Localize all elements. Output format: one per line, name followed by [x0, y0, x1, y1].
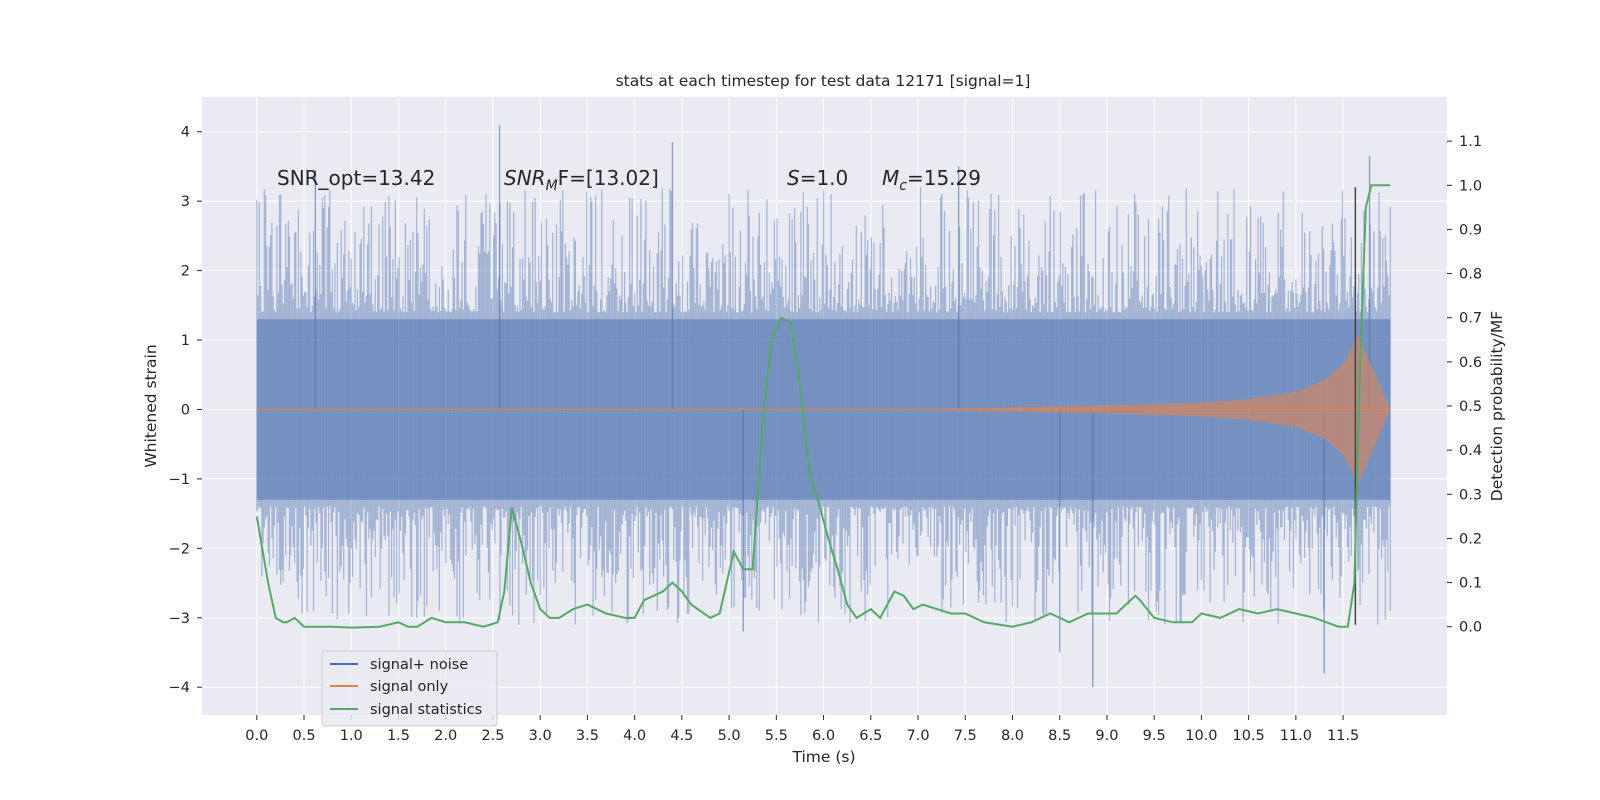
y-right-tick-label: 0.0: [1459, 620, 1482, 636]
legend: signal+ noise signal only signal statist…: [321, 650, 498, 727]
y-left-axis-label: Whitened strain: [142, 344, 160, 467]
x-tick-label: 6.0: [812, 728, 835, 744]
y-left-tick-label: 1: [181, 333, 190, 349]
y-right-axis-ticks: 1.1 1.0 0.9 0.8 0.7 0.6 0.5 0.4 0.3 0.2 0.1 0.0: [1447, 134, 1482, 636]
y-right-axis-label: Detection probability/MF: [1488, 311, 1506, 502]
y-left-tick-label: −2: [169, 541, 190, 557]
x-tick-label: 3.5: [576, 728, 599, 744]
x-tick-label: 2.5: [481, 728, 504, 744]
snr-mf-subscript: M: [546, 178, 558, 194]
signal-statistics-series: [255, 184, 1391, 629]
annotation-snr-opt: SNR_opt=13.42: [277, 166, 435, 190]
y-right-tick-label: 1.1: [1459, 134, 1482, 150]
x-tick-label: 1.5: [387, 728, 410, 744]
x-tick-label: 9.0: [1095, 728, 1118, 744]
x-tick-label: 1.0: [340, 728, 363, 744]
x-tick-label: 0.0: [245, 728, 268, 744]
signal-only-series: [256, 335, 1391, 484]
x-tick-label: 4.0: [623, 728, 646, 744]
snr-mf-value: F=[13.02]: [558, 166, 659, 190]
x-tick-label: 9.5: [1143, 728, 1166, 744]
legend-box: [321, 650, 498, 727]
y-right-tick-label: 0.5: [1459, 399, 1482, 415]
legend-label-noise: signal+ noise: [370, 657, 468, 673]
y-right-tick-label: 0.7: [1459, 311, 1482, 327]
legend-label-signal: signal only: [370, 679, 449, 695]
y-left-tick-label: 0: [181, 402, 190, 418]
legend-label-statistics: signal statistics: [370, 702, 482, 718]
x-tick-label: 2.0: [434, 728, 457, 744]
y-right-tick-label: 0.4: [1459, 443, 1482, 459]
mc-symbol: M: [882, 166, 899, 190]
s-symbol: S: [787, 166, 800, 190]
y-right-tick-label: 0.6: [1459, 355, 1482, 371]
y-right-tick-label: 0.1: [1459, 576, 1482, 592]
annotation-snr-mf: SNRMF=[13.02]: [504, 166, 659, 194]
y-left-axis-ticks: 4 3 2 1 0 −1 −2 −3 −4: [169, 125, 202, 696]
x-tick-label: 5.5: [765, 728, 788, 744]
x-tick-label: 11.0: [1280, 728, 1312, 744]
y-left-tick-label: −4: [169, 680, 190, 696]
mc-value: =15.29: [907, 166, 981, 190]
x-tick-label: 7.0: [906, 728, 929, 744]
x-tick-label: 7.5: [954, 728, 977, 744]
y-right-tick-label: 1.0: [1459, 178, 1482, 194]
y-right-tick-label: 0.9: [1459, 222, 1482, 238]
x-tick-label: 6.5: [859, 728, 882, 744]
annotation-mc: Mc=15.29: [882, 166, 981, 194]
x-tick-label: 4.5: [670, 728, 693, 744]
x-axis-ticks: 0.0 0.5 1.0 1.5 2.0 2.5 3.0 3.5 4.0 4.5 5.0 5.5 6.0 6…: [245, 715, 1359, 744]
annotations: SNR_opt=13.42 SNRMF=[13.02] S=1.0 Mc=15.…: [277, 166, 981, 194]
y-left-tick-label: 2: [181, 264, 190, 280]
y-right-tick-label: 0.8: [1459, 267, 1482, 283]
x-tick-label: 0.5: [292, 728, 315, 744]
x-tick-label: 8.5: [1048, 728, 1071, 744]
mc-subscript: c: [899, 178, 907, 194]
chart-title: stats at each timestep for test data 121…: [616, 72, 1031, 90]
x-tick-label: 10.5: [1232, 728, 1264, 744]
y-right-tick-label: 0.2: [1459, 531, 1482, 547]
x-tick-label: 11.5: [1327, 728, 1359, 744]
x-tick-label: 5.0: [718, 728, 741, 744]
x-axis-label: Time (s): [791, 748, 855, 766]
x-tick-label: 8.0: [1001, 728, 1024, 744]
s-value: =1.0: [800, 166, 849, 190]
y-left-tick-label: −1: [169, 472, 190, 488]
annotation-s: S=1.0: [787, 166, 848, 190]
statistics-line: [255, 184, 1391, 629]
x-tick-label: 3.0: [529, 728, 552, 744]
noise-trace-upper: [256, 187, 1391, 410]
y-left-tick-label: 3: [181, 194, 190, 210]
y-left-tick-label: 4: [181, 125, 190, 141]
y-right-tick-label: 0.3: [1459, 487, 1482, 503]
x-tick-label: 10.0: [1185, 728, 1217, 744]
snr-mf-symbol: SNR: [504, 166, 546, 190]
y-left-tick-label: −3: [169, 611, 190, 627]
